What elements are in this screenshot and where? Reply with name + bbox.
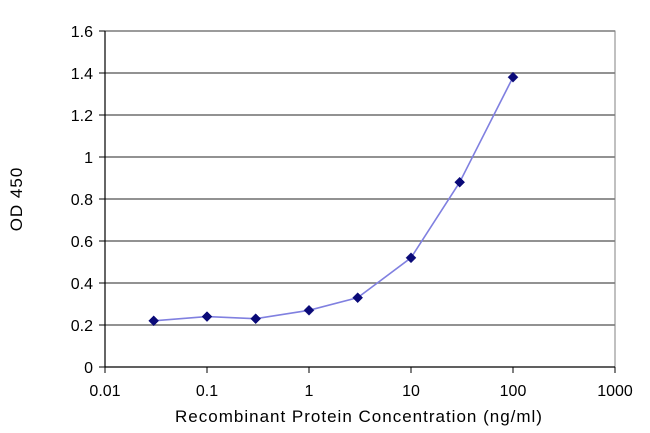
data-point bbox=[250, 313, 262, 325]
data-point bbox=[507, 71, 519, 83]
x-tick-label: 10 bbox=[402, 383, 420, 400]
y-tick-label: 0.6 bbox=[71, 234, 93, 251]
x-tick-label: 0.01 bbox=[89, 383, 120, 400]
data-point bbox=[352, 292, 364, 304]
y-tick-label: 0.8 bbox=[71, 192, 93, 209]
x-tick-label: 0.1 bbox=[196, 383, 218, 400]
x-axis-title: Recombinant Protein Concentration (ng/ml… bbox=[175, 407, 543, 426]
y-tick-label: 0.4 bbox=[71, 276, 93, 293]
data-point bbox=[405, 252, 417, 264]
data-point bbox=[201, 311, 213, 322]
x-tick-label: 1 bbox=[305, 383, 314, 400]
y-tick-label: 1.4 bbox=[71, 66, 93, 83]
series-layer bbox=[148, 71, 519, 327]
y-tick-label: 0.2 bbox=[71, 318, 93, 335]
series-line bbox=[153, 76, 514, 322]
x-axis-ticks: 0.01 0.1 1 10 100 1000 bbox=[89, 367, 633, 400]
grid bbox=[105, 30, 615, 326]
data-point bbox=[454, 176, 466, 188]
y-tick-label: 1.2 bbox=[71, 108, 93, 125]
x-tick-label: 100 bbox=[500, 383, 527, 400]
y-axis-ticks: 0 0.2 0.4 0.6 0.8 1 1.2 1.4 1.6 bbox=[71, 24, 105, 377]
y-tick-label: 1.6 bbox=[71, 24, 93, 41]
y-tick-label: 1 bbox=[84, 150, 93, 167]
y-tick-label: 0 bbox=[84, 360, 93, 377]
y-axis-title: OD 450 bbox=[7, 167, 26, 232]
data-point bbox=[303, 304, 315, 316]
data-point bbox=[148, 315, 160, 327]
x-tick-label: 1000 bbox=[597, 383, 633, 400]
